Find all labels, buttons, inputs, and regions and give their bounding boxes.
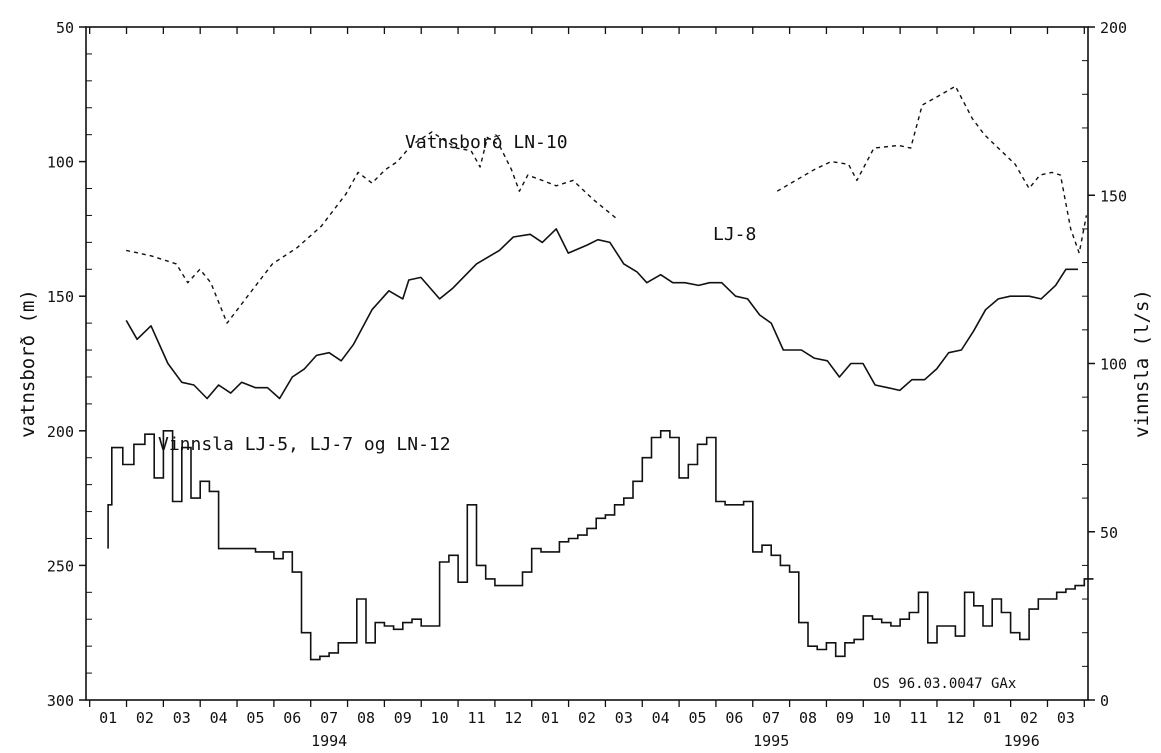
month-label: 07 [320, 709, 338, 727]
month-label: 12 [946, 709, 964, 727]
right-tick-label: 150 [1100, 187, 1127, 205]
month-label: 02 [136, 709, 154, 727]
left-tick-label: 100 [47, 154, 74, 172]
right-tick-label: 0 [1100, 692, 1109, 710]
month-label: 04 [210, 709, 228, 727]
left-tick-label: 300 [47, 692, 74, 710]
month-label: 07 [762, 709, 780, 727]
month-label: 01 [541, 709, 559, 727]
month-label: 05 [688, 709, 706, 727]
series-lj8-line [125, 228, 1078, 400]
plot-frame [85, 26, 1089, 701]
series-group [107, 85, 1094, 661]
month-label: 11 [467, 709, 485, 727]
series-ln10-line [126, 131, 617, 324]
plot-frame-group [85, 26, 1089, 701]
left-tick-label: 150 [47, 288, 74, 306]
month-label: 03 [173, 709, 191, 727]
month-label: 05 [246, 709, 264, 727]
month-label: 09 [836, 709, 854, 727]
month-label: 01 [99, 709, 117, 727]
month-label: 06 [725, 709, 743, 727]
month-label: 02 [1020, 709, 1038, 727]
month-label: 08 [357, 709, 375, 727]
right-axis-title: vinnsla (l/s) [1131, 289, 1153, 438]
right-tick-label: 50 [1100, 524, 1118, 542]
month-label: 10 [431, 709, 449, 727]
series-vinnsla-step [107, 430, 1094, 661]
month-label: 01 [983, 709, 1001, 727]
left-tick-label: 200 [47, 423, 74, 441]
month-label: 10 [873, 709, 891, 727]
series-label-vinnsla: Vinnsla LJ-5, LJ-7 og LN-12 [158, 434, 451, 455]
month-label: 11 [910, 709, 928, 727]
month-label: 03 [1057, 709, 1075, 727]
year-label: 1994 [311, 732, 347, 750]
month-label: 12 [504, 709, 522, 727]
year-label: 1995 [753, 732, 789, 750]
series-label-ln10: Vatnsborð LN-10 [405, 132, 568, 153]
right-tick-label: 100 [1100, 356, 1127, 374]
month-label: 08 [799, 709, 817, 727]
month-label: 04 [652, 709, 670, 727]
month-label: 09 [394, 709, 412, 727]
ticks-group [79, 26, 1095, 707]
series-ln10-line [776, 85, 1088, 254]
month-label: 02 [578, 709, 596, 727]
right-tick-label: 200 [1100, 19, 1127, 37]
series-label-lj8: LJ-8 [713, 224, 756, 245]
left-axis-title: vatnsborð (m) [17, 289, 39, 438]
month-label: 03 [615, 709, 633, 727]
month-label: 06 [283, 709, 301, 727]
left-tick-label: 250 [47, 557, 74, 575]
left-tick-label: 50 [56, 19, 74, 37]
year-label: 1996 [1004, 732, 1040, 750]
figure-stamp: OS 96.03.0047 GAx [873, 676, 1016, 692]
